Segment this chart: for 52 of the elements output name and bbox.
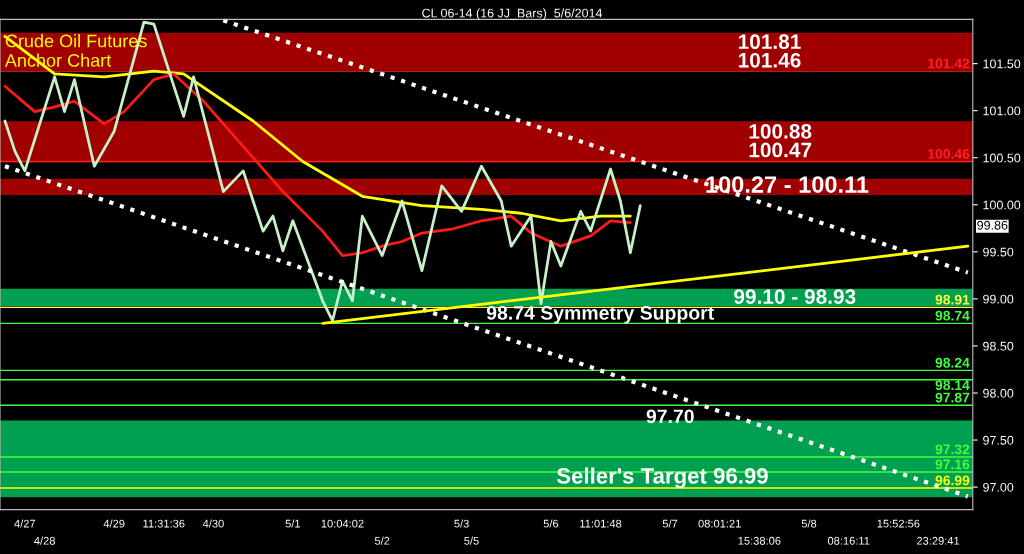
x-tick-label: 08:16:11: [827, 536, 870, 545]
x-tick-label: 4/30: [202, 519, 224, 528]
text: 99.86: [977, 220, 1008, 230]
line-series: [3, 34, 632, 223]
y-tick-label: 99.50: [983, 247, 1014, 257]
annotation: 100.27 - 100.11: [706, 176, 869, 193]
x-tick-label: 11:31:36: [143, 519, 185, 528]
y-tick-label: 99.00: [983, 294, 1014, 304]
x-tick-label: 4/28: [34, 536, 55, 545]
x-tick-label: 5/5: [464, 536, 479, 545]
x-tick-label: 5/1: [285, 519, 301, 528]
y-tick-label: 101.00: [983, 106, 1021, 116]
annotation: 100.47: [749, 142, 812, 158]
y-tick-label: 100.00: [983, 200, 1021, 210]
annotation: 98.74 Symmetry Support: [486, 306, 714, 324]
x-tick-label: 15:38:06: [738, 536, 781, 545]
annotation: 99.10 - 98.93: [734, 289, 856, 304]
x-tick-label: 5/6: [543, 519, 559, 528]
x-tick-label: 4/29: [103, 519, 125, 528]
annotation: Seller's Target 96.99: [556, 467, 768, 489]
x-tick-label: 15:52:56: [877, 519, 920, 528]
ref-line-label: 98.91: [935, 294, 970, 305]
y-tick-label: 101.50: [983, 59, 1021, 69]
x-tick-label: 11:01:48: [580, 519, 622, 528]
annotation: 100.88: [749, 123, 812, 139]
x-tick-label: 5/3: [454, 519, 469, 528]
ref-line-label: 98.14: [935, 380, 970, 391]
ref-line-label: 96.99: [935, 475, 970, 486]
y-tick-label: 97.00: [983, 482, 1014, 492]
chart-subtitle: CL 06-14 (16 JJ_Bars) 5/6/2014: [422, 8, 603, 20]
ref-line-label: 98.24: [935, 357, 970, 368]
ref-line-label: 97.87: [935, 392, 970, 403]
x-tick-label: 4/27: [14, 519, 36, 528]
ref-line-label: 97.32: [935, 444, 970, 455]
x-tick-label: 5/2: [374, 536, 390, 545]
annotation: 101.46: [738, 52, 801, 68]
y-tick-label: 98.00: [983, 388, 1014, 398]
annotation: 97.70: [646, 409, 694, 424]
ref-line-label: 101.42: [928, 58, 970, 69]
y-tick-label: 97.50: [983, 435, 1014, 445]
y-tick-label: 98.50: [983, 341, 1014, 351]
x-tick-label: 5/7: [662, 519, 678, 528]
annotation: 101.81: [738, 34, 801, 50]
line-series: [3, 20, 642, 322]
x-tick-label: 5/8: [801, 519, 817, 528]
ref-line-label: 97.16: [935, 459, 970, 470]
ref-line-label: 100.46: [928, 148, 970, 159]
ref-line-label: 98.74: [935, 310, 970, 321]
x-tick-label: 23:29:41: [916, 536, 960, 545]
x-tick-label: 08:01:21: [698, 519, 741, 528]
y-tick-label: 100.50: [983, 153, 1021, 163]
x-tick-label: 10:04:02: [321, 519, 364, 528]
